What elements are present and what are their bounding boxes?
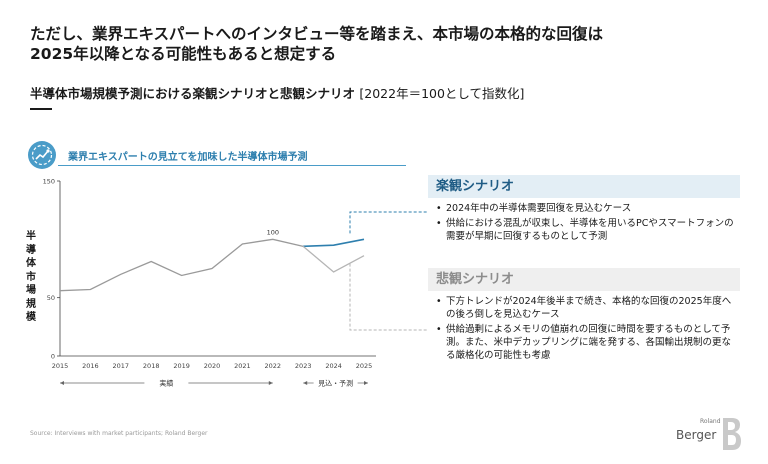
period-label: 見込・予測 [318, 379, 353, 388]
x-tick-label: 2018 [143, 362, 160, 370]
x-tick-label: 2020 [204, 362, 221, 370]
optimistic-connector [350, 212, 428, 233]
period-label: 実績 [159, 379, 173, 388]
optimistic-bullets: 2024年中の半導体需要回復を見込むケース 供給における混乱が収束し、半導体を用… [428, 198, 740, 243]
optimistic-title: 楽観シナリオ [428, 175, 740, 198]
roland-berger-logo: Roland Berger [676, 416, 744, 452]
optimistic-bullet-1: 2024年中の半導体需要回復を見込むケース [436, 202, 734, 215]
period-arrow-left [60, 381, 64, 385]
period-arrow-left [303, 381, 307, 385]
data-label: 100 [267, 228, 279, 236]
pessimistic-scenario-box: 悲観シナリオ 下方トレンドが2024年後半まで続き、本格的な回復の2025年度へ… [428, 268, 740, 364]
pessimistic-bullets: 下方トレンドが2024年後半まで続き、本格的な回復の2025年度への後ろ倒しを見… [428, 291, 740, 362]
source-note: Source: Interviews with market participa… [30, 430, 208, 437]
y-tick-label: 50 [47, 294, 55, 302]
period-arrow-right [364, 381, 368, 385]
y-tick-label: 150 [43, 178, 55, 186]
period-arrow-right [269, 381, 273, 385]
pessimistic-title: 悲観シナリオ [428, 268, 740, 291]
optimistic-scenario-box: 楽観シナリオ 2024年中の半導体需要回復を見込むケース 供給における混乱が収束… [428, 175, 740, 245]
optimistic-bullet-2: 供給における混乱が収束し、半導体を用いるPCやスマートフォンの需要が早期に回復す… [436, 217, 734, 243]
series-line-0 [60, 239, 303, 290]
y-tick-label: 0 [51, 353, 55, 361]
logo-berger-text: Berger [676, 428, 716, 442]
x-tick-label: 2025 [356, 362, 373, 370]
logo-b-mark-icon [720, 416, 744, 452]
x-tick-label: 2016 [82, 362, 99, 370]
series-line-1 [303, 239, 364, 246]
x-tick-label: 2023 [295, 362, 312, 370]
x-tick-label: 2024 [325, 362, 342, 370]
x-tick-label: 2017 [113, 362, 130, 370]
pessimistic-bullet-2: 供給過剰によるメモリの値崩れの回復に時間を要するものとして予測。また、米中デカッ… [436, 323, 734, 362]
pessimistic-bullet-1: 下方トレンドが2024年後半まで続き、本格的な回復の2025年度への後ろ倒しを見… [436, 295, 734, 321]
x-tick-label: 2021 [234, 362, 251, 370]
x-tick-label: 2019 [173, 362, 190, 370]
x-tick-label: 2022 [265, 362, 282, 370]
pessimistic-connector [350, 264, 428, 330]
series-line-2 [303, 246, 364, 272]
logo-roland-text: Roland [700, 418, 721, 425]
x-tick-label: 2015 [52, 362, 69, 370]
